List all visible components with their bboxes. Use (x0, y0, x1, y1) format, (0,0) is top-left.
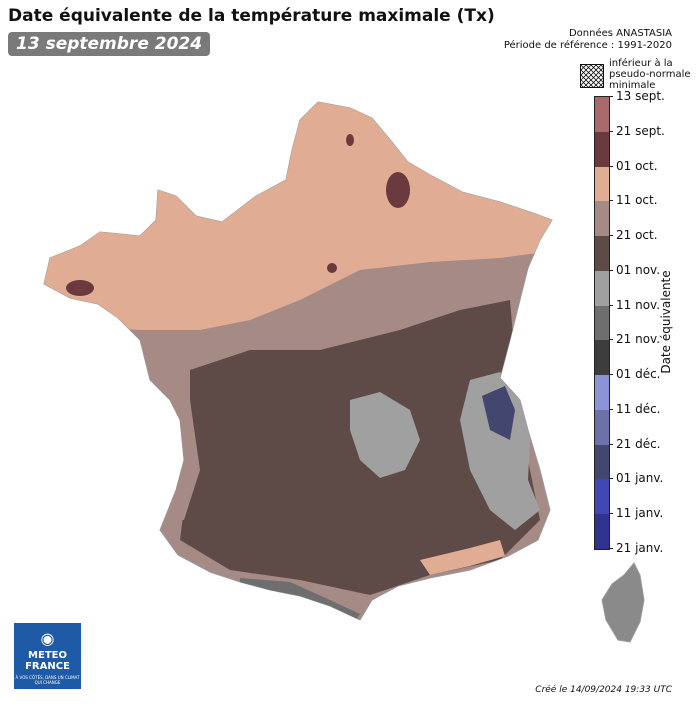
legend-tick-label: 11 janv. (609, 506, 663, 520)
legend-tick-label: 21 sept. (609, 124, 665, 138)
legend-segment (595, 409, 609, 445)
legend-segment (595, 97, 609, 132)
legend-tick-label: 11 oct. (609, 193, 658, 207)
legend-tick-label: 01 nov. (609, 263, 660, 277)
logo-tagline: À VOS CÔTÉS, DANS UN CLIMAT QUI CHANGE (15, 675, 80, 685)
legend-segment (595, 201, 609, 237)
legend-title: Date équivalente (659, 270, 673, 374)
legend-segment (595, 236, 609, 271)
legend-segment (595, 166, 609, 202)
legend-tick-label: 21 nov. (609, 332, 660, 346)
legend-tick-label: 01 déc. (609, 367, 661, 381)
date-badge: 13 septembre 2024 (8, 32, 211, 56)
legend-segment (595, 270, 609, 306)
legend-tick-label: 21 déc. (609, 437, 661, 451)
legend-tick-label: 01 oct. (609, 159, 658, 173)
legend-tick-label: 13 sept. (609, 89, 665, 103)
source-line-2: Période de référence : 1991-2020 (503, 40, 672, 51)
logo-name-1: METEO (28, 650, 67, 661)
legend-tick-label: 21 janv. (609, 541, 663, 555)
source-line-1: Données ANASTASIA (568, 28, 672, 39)
legend-segment (595, 444, 609, 480)
hatch-legend-icon (580, 64, 604, 88)
map-title: Date équivalente de la température maxim… (8, 6, 495, 26)
created-timestamp: Créé le 14/09/2024 19:33 UTC (535, 685, 672, 695)
legend-tick-label: 21 oct. (609, 228, 658, 242)
legend-tick-label: 11 déc. (609, 402, 661, 416)
hatch-legend-label: inférieur à la pseudo-normale minimale (609, 58, 691, 91)
legend-tick-label: 01 janv. (609, 471, 663, 485)
legend-segment (595, 514, 609, 549)
legend-segment (595, 479, 609, 515)
legend-segment (595, 340, 609, 376)
meteo-france-logo: ◉ METEO FRANCE À VOS CÔTÉS, DANS UN CLIM… (14, 623, 81, 689)
legend-segment (595, 305, 609, 341)
data-source: Données ANASTASIA Période de référence :… (504, 28, 672, 52)
legend-tick-label: 11 nov. (609, 298, 660, 312)
legend-colorbar (594, 96, 610, 550)
legend-segment (595, 131, 609, 167)
logo-name-2: FRANCE (25, 661, 70, 672)
corsica-shape (601, 562, 645, 643)
legend-segment (595, 375, 609, 410)
logo-mark-icon: ◉ (40, 629, 55, 648)
